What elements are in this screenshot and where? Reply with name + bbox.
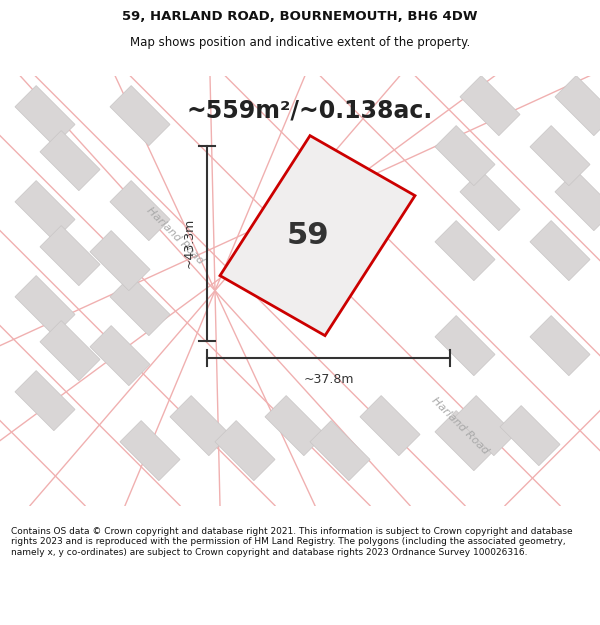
Polygon shape <box>90 231 150 291</box>
Polygon shape <box>90 326 150 386</box>
Polygon shape <box>500 406 560 466</box>
Polygon shape <box>15 86 75 146</box>
Polygon shape <box>40 131 100 191</box>
Polygon shape <box>460 76 520 136</box>
Polygon shape <box>530 221 590 281</box>
Polygon shape <box>435 126 495 186</box>
Text: Map shows position and indicative extent of the property.: Map shows position and indicative extent… <box>130 36 470 49</box>
Polygon shape <box>530 316 590 376</box>
Polygon shape <box>15 371 75 431</box>
Polygon shape <box>530 126 590 186</box>
Polygon shape <box>15 181 75 241</box>
Polygon shape <box>110 181 170 241</box>
Polygon shape <box>170 396 230 456</box>
Polygon shape <box>460 171 520 231</box>
Text: Contains OS data © Crown copyright and database right 2021. This information is : Contains OS data © Crown copyright and d… <box>11 527 572 557</box>
Polygon shape <box>40 226 100 286</box>
Polygon shape <box>15 276 75 336</box>
Text: 59, HARLAND ROAD, BOURNEMOUTH, BH6 4DW: 59, HARLAND ROAD, BOURNEMOUTH, BH6 4DW <box>122 10 478 23</box>
Polygon shape <box>110 276 170 336</box>
Text: ~43.3m: ~43.3m <box>182 218 196 268</box>
Text: ~559m²/~0.138ac.: ~559m²/~0.138ac. <box>187 99 433 122</box>
Polygon shape <box>360 396 420 456</box>
Text: ~37.8m: ~37.8m <box>303 373 354 386</box>
Polygon shape <box>435 221 495 281</box>
Text: Harland Road: Harland Road <box>145 205 205 266</box>
Polygon shape <box>120 421 180 481</box>
Polygon shape <box>435 411 495 471</box>
Polygon shape <box>555 171 600 231</box>
Polygon shape <box>215 421 275 481</box>
Polygon shape <box>220 136 415 336</box>
Polygon shape <box>310 421 370 481</box>
Polygon shape <box>455 396 515 456</box>
Polygon shape <box>555 76 600 136</box>
Polygon shape <box>110 86 170 146</box>
Polygon shape <box>435 316 495 376</box>
Text: Harland Road: Harland Road <box>430 395 490 456</box>
Polygon shape <box>40 321 100 381</box>
Polygon shape <box>265 396 325 456</box>
Text: 59: 59 <box>286 221 329 250</box>
